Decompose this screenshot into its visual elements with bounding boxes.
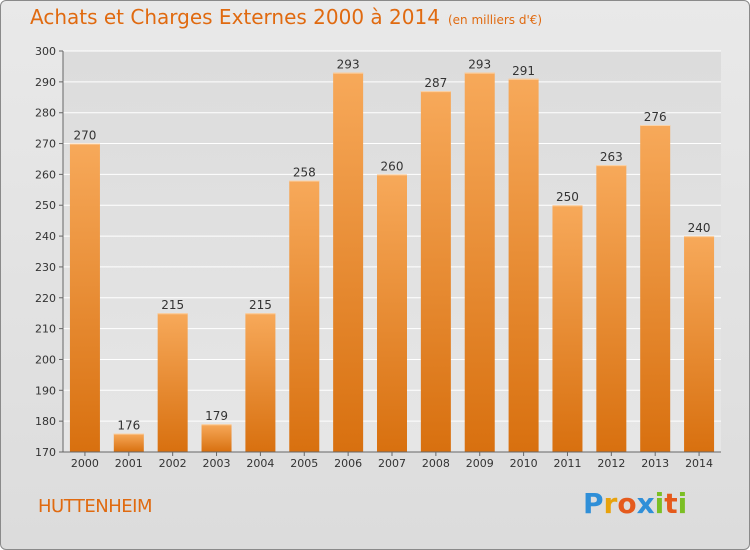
y-tick-label: 180 [35, 415, 56, 428]
bar [333, 72, 364, 452]
data-label: 263 [600, 150, 623, 164]
data-labels: 270 176 215 179 215 258 293 260 287 293 291 250 263 2… [73, 58, 710, 433]
x-tick-label: 2008 [422, 457, 450, 470]
bar [420, 91, 451, 452]
logo-letter: x [636, 487, 655, 520]
logo-letter: t [664, 487, 678, 520]
logo-letter: o [617, 487, 637, 520]
data-label: 293 [468, 58, 491, 72]
y-tick-label: 170 [35, 446, 56, 459]
bar [684, 236, 715, 452]
data-label: 293 [337, 58, 360, 72]
x-tick-label: 2004 [246, 457, 274, 470]
y-tick-label: 200 [35, 353, 56, 366]
x-tick-label: 2001 [115, 457, 143, 470]
data-label: 291 [512, 64, 535, 78]
x-tick-label: 2002 [159, 457, 187, 470]
proxiti-logo: Proxiti [583, 487, 687, 520]
y-tick-label: 290 [35, 76, 56, 89]
y-tick-label: 240 [35, 230, 56, 243]
y-tick-label: 210 [35, 323, 56, 336]
y-tick-label: 300 [35, 45, 56, 58]
y-tick-label: 190 [35, 384, 56, 397]
data-label: 270 [73, 129, 96, 143]
chart-title-text: Achats et Charges Externes 2000 à 2014 [30, 5, 440, 29]
data-label: 250 [556, 190, 579, 204]
x-tick-label: 2011 [553, 457, 581, 470]
x-tick-label: 2013 [641, 457, 669, 470]
x-tick-label: 2003 [203, 457, 231, 470]
data-label: 287 [424, 76, 447, 90]
bar [245, 313, 276, 452]
bar [552, 205, 583, 452]
chart-subtitle: (en milliers d'€) [447, 13, 543, 27]
x-tick-label: 2014 [685, 457, 713, 470]
y-tick-label: 220 [35, 292, 56, 305]
commune-name: HUTTENHEIM [38, 496, 152, 517]
bar [596, 165, 627, 452]
x-tick-label: 2012 [597, 457, 625, 470]
data-label: 240 [688, 221, 711, 235]
bars [69, 72, 715, 453]
y-tick-label: 280 [35, 107, 56, 120]
x-tick-label: 2009 [466, 457, 494, 470]
data-label: 215 [161, 298, 184, 312]
x-tick-label: 2000 [71, 457, 99, 470]
y-tick-label: 230 [35, 261, 56, 274]
bar [69, 143, 100, 453]
data-label: 176 [117, 418, 140, 432]
bar [201, 424, 232, 452]
x-tick-label: 2005 [290, 457, 318, 470]
chart-title: Achats et Charges Externes 2000 à 2014 (e… [30, 5, 542, 29]
bar [508, 78, 539, 452]
logo-letter: i [654, 487, 665, 520]
y-tick-label: 270 [35, 138, 56, 151]
y-tick-label: 250 [35, 199, 56, 212]
logo-letter: r [603, 487, 618, 520]
bar [640, 125, 671, 453]
y-tick-label: 260 [35, 168, 56, 181]
bar [464, 72, 495, 452]
bar [157, 313, 188, 452]
x-axis: 2000 2001 2002 2003 2004 2005 2006 2007 2008 2009… [63, 451, 721, 470]
data-label: 260 [381, 159, 404, 173]
x-tick-label: 2007 [378, 457, 406, 470]
data-label: 179 [205, 409, 228, 423]
data-label: 215 [249, 298, 272, 312]
x-tick-label: 2006 [334, 457, 362, 470]
bar [377, 174, 407, 452]
bar [289, 180, 320, 453]
x-tick-label: 2010 [510, 457, 538, 470]
logo-letter: P [583, 487, 604, 520]
logo-letter: i [677, 487, 688, 520]
bar [113, 433, 144, 452]
data-label: 276 [644, 110, 667, 124]
data-label: 258 [293, 166, 316, 180]
y-axis: 170 180 190 200 210 220 230 240 250 260 270 280 290 3… [35, 45, 64, 459]
